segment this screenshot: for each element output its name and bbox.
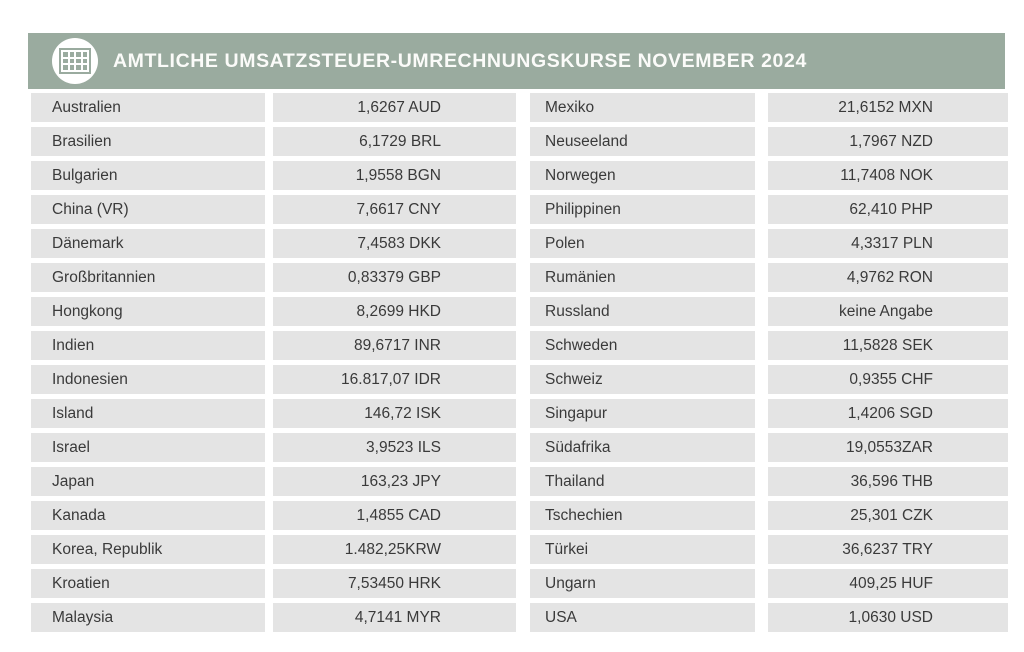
rate-cell: 0,83379 GBP — [273, 263, 516, 292]
rate-cell: 7,53450 HRK — [273, 569, 516, 598]
page-title: AMTLICHE UMSATZSTEUER-UMRECHNUNGSKURSE N… — [113, 49, 807, 72]
country-cell: Korea, Republik — [31, 535, 265, 564]
table-row: Brasilien 6,1729 BRL Neuseeland 1,7967 NZD — [31, 127, 1008, 156]
rate-cell: 16.817,07 IDR — [273, 365, 516, 394]
rate-cell: 7,4583 DKK — [273, 229, 516, 258]
country-cell: Kanada — [31, 501, 265, 530]
country-cell: Kroatien — [31, 569, 265, 598]
country-cell: Neuseeland — [530, 127, 755, 156]
country-cell: Thailand — [530, 467, 755, 496]
table-row: Bulgarien 1,9558 BGN Norwegen 11,7408 NOK — [31, 161, 1008, 190]
rate-cell: 25,301 CZK — [768, 501, 1008, 530]
table-header: AMTLICHE UMSATZSTEUER-UMRECHNUNGSKURSE N… — [28, 33, 1005, 89]
rate-cell: 4,3317 PLN — [768, 229, 1008, 258]
rates-table-body: Australien 1,6267 AUD Mexiko 21,6152 MXN Bra… — [31, 93, 1008, 637]
table-row: Kroatien 7,53450 HRK Ungarn 409,25 HUF — [31, 569, 1008, 598]
country-cell: Russland — [530, 297, 755, 326]
country-cell: Tschechien — [530, 501, 755, 530]
table-row: Kanada 1,4855 CAD Tschechien 25,301 CZK — [31, 501, 1008, 530]
table-row: Hongkong 8,2699 HKD Russland keine Angabe — [31, 297, 1008, 326]
rate-cell: 36,596 THB — [768, 467, 1008, 496]
country-cell: Israel — [31, 433, 265, 462]
country-cell: Rumänien — [530, 263, 755, 292]
table-row: Indonesien 16.817,07 IDR Schweiz 0,9355 CHF — [31, 365, 1008, 394]
table-row: Japan 163,23 JPY Thailand 36,596 THB — [31, 467, 1008, 496]
rate-cell: 146,72 ISK — [273, 399, 516, 428]
rate-cell: 19,0553ZAR — [768, 433, 1008, 462]
country-cell: Indien — [31, 331, 265, 360]
rate-cell: 7,6617 CNY — [273, 195, 516, 224]
country-cell: Australien — [31, 93, 265, 122]
table-row: Großbritannien 0,83379 GBP Rumänien 4,9762 … — [31, 263, 1008, 292]
country-cell: Singapur — [530, 399, 755, 428]
rate-cell: keine Angabe — [768, 297, 1008, 326]
table-row: Malaysia 4,7141 MYR USA 1,0630 USD — [31, 603, 1008, 632]
icon-circle — [52, 38, 98, 84]
rate-cell: 36,6237 TRY — [768, 535, 1008, 564]
rate-cell: 6,1729 BRL — [273, 127, 516, 156]
rate-cell: 1,4206 SGD — [768, 399, 1008, 428]
rate-cell: 62,410 PHP — [768, 195, 1008, 224]
country-cell: Mexiko — [530, 93, 755, 122]
rate-cell: 1,4855 CAD — [273, 501, 516, 530]
country-cell: Ungarn — [530, 569, 755, 598]
rate-cell: 1,7967 NZD — [768, 127, 1008, 156]
rate-cell: 4,9762 RON — [768, 263, 1008, 292]
country-cell: USA — [530, 603, 755, 632]
country-cell: Hongkong — [31, 297, 265, 326]
country-cell: Polen — [530, 229, 755, 258]
country-cell: Dänemark — [31, 229, 265, 258]
rate-cell: 1.482,25KRW — [273, 535, 516, 564]
country-cell: Bulgarien — [31, 161, 265, 190]
table-row: Island 146,72 ISK Singapur 1,4206 SGD — [31, 399, 1008, 428]
country-cell: Schweden — [530, 331, 755, 360]
rate-cell: 11,5828 SEK — [768, 331, 1008, 360]
country-cell: Indonesien — [31, 365, 265, 394]
country-cell: Philippinen — [530, 195, 755, 224]
rate-cell: 0,9355 CHF — [768, 365, 1008, 394]
table-row: China (VR) 7,6617 CNY Philippinen 62,410 PH… — [31, 195, 1008, 224]
country-cell: Großbritannien — [31, 263, 265, 292]
rate-cell: 21,6152 MXN — [768, 93, 1008, 122]
rate-cell: 1,9558 BGN — [273, 161, 516, 190]
rate-cell: 1,0630 USD — [768, 603, 1008, 632]
country-cell: China (VR) — [31, 195, 265, 224]
country-cell: Schweiz — [530, 365, 755, 394]
rate-cell: 163,23 JPY — [273, 467, 516, 496]
country-cell: Japan — [31, 467, 265, 496]
country-cell: Türkei — [530, 535, 755, 564]
country-cell: Malaysia — [31, 603, 265, 632]
table-row: Dänemark 7,4583 DKK Polen 4,3317 PLN — [31, 229, 1008, 258]
country-cell: Brasilien — [31, 127, 265, 156]
rate-cell: 8,2699 HKD — [273, 297, 516, 326]
rate-cell: 11,7408 NOK — [768, 161, 1008, 190]
table-row: Indien 89,6717 INR Schweden 11,5828 SEK — [31, 331, 1008, 360]
country-cell: Island — [31, 399, 265, 428]
rate-cell: 409,25 HUF — [768, 569, 1008, 598]
country-cell: Südafrika — [530, 433, 755, 462]
table-row: Israel 3,9523 ILS Südafrika 19,0553ZAR — [31, 433, 1008, 462]
table-row: Korea, Republik 1.482,25KRW Türkei 36,6237 … — [31, 535, 1008, 564]
rate-cell: 89,6717 INR — [273, 331, 516, 360]
rate-cell: 4,7141 MYR — [273, 603, 516, 632]
table-row: Australien 1,6267 AUD Mexiko 21,6152 MXN — [31, 93, 1008, 122]
rate-cell: 1,6267 AUD — [273, 93, 516, 122]
country-cell: Norwegen — [530, 161, 755, 190]
table-grid-icon — [59, 48, 91, 74]
rate-cell: 3,9523 ILS — [273, 433, 516, 462]
